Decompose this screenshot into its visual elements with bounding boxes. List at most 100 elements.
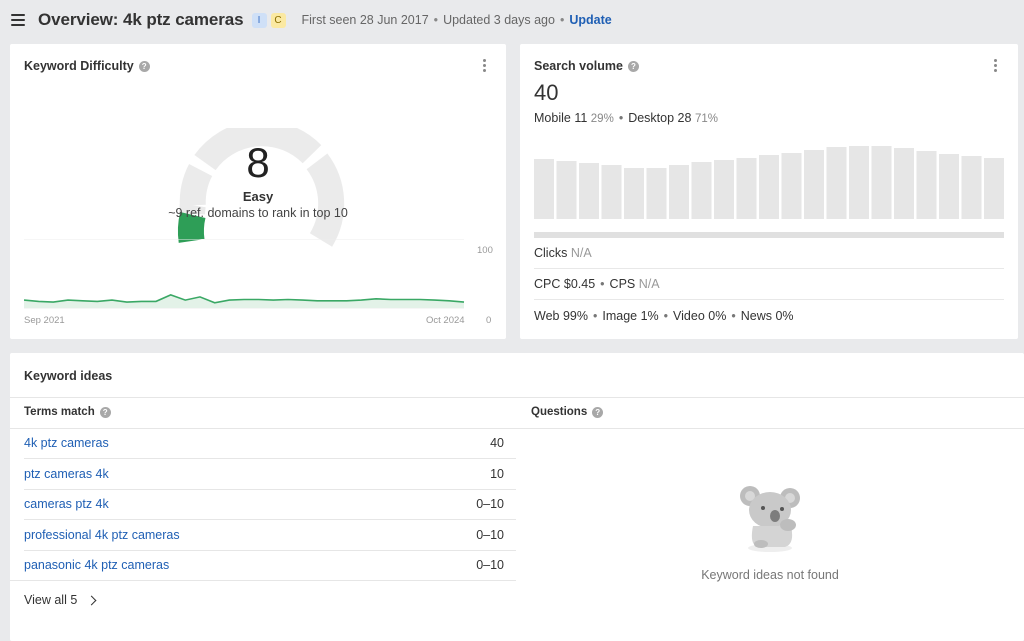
sv-bar[interactable] — [759, 155, 779, 219]
divider — [10, 580, 516, 581]
help-icon[interactable]: ? — [592, 406, 604, 418]
keyword-link[interactable]: cameras ptz 4k — [24, 497, 109, 511]
trend-start-label: Sep 2021 — [24, 315, 65, 326]
divider — [24, 489, 516, 490]
list-item: 4k ptz cameras 40 — [24, 428, 504, 458]
sv-bar[interactable] — [691, 162, 712, 219]
koala-illustration-icon — [740, 486, 800, 552]
cpc-value: CPC $0.45 — [534, 277, 596, 291]
sv-bar[interactable] — [736, 158, 757, 219]
keyword-link[interactable]: panasonic 4k ptz cameras — [24, 558, 170, 572]
ideas-card-title: Keyword ideas — [24, 369, 113, 383]
header-meta: First seen 28 Jun 2017 • Updated 3 days ag… — [301, 13, 612, 27]
list-item: cameras ptz 4k 0–10 — [24, 489, 504, 519]
sv-bar[interactable] — [601, 165, 622, 219]
sv-bar[interactable] — [714, 160, 734, 219]
serp-features-row: Web 99% • Image 1% • Video 0% • News 0% — [534, 309, 794, 323]
sv-bar[interactable] — [961, 156, 982, 219]
clicks-label: Clicks — [534, 246, 568, 260]
keyword-volume: 0–10 — [476, 558, 504, 572]
trend-line — [24, 294, 465, 304]
trend-end-label: Oct 2024 — [426, 315, 465, 326]
sv-bar[interactable] — [781, 153, 802, 219]
keyword-volume: 40 — [490, 436, 504, 450]
mobile-value: 11 — [574, 111, 588, 125]
terms-match-header: Terms match ? — [24, 406, 111, 418]
keyword-volume: 10 — [490, 467, 504, 481]
clicks-row: Clicks N/A — [534, 246, 1004, 260]
divider — [10, 428, 1024, 429]
list-item: professional 4k ptz cameras 0–10 — [24, 520, 504, 550]
sv-bar[interactable] — [984, 158, 1004, 219]
sv-bar[interactable] — [826, 147, 847, 219]
image-share: Image 1% — [602, 309, 659, 323]
chevron-right-icon — [86, 595, 97, 605]
sv-bar[interactable] — [894, 148, 914, 219]
keyword-volume: 0–10 — [476, 528, 504, 542]
sv-bar[interactable] — [939, 154, 959, 219]
help-icon[interactable]: ? — [99, 406, 111, 418]
sv-history-chart — [534, 146, 1004, 219]
news-share: News 0% — [740, 309, 794, 323]
divider — [534, 268, 1004, 269]
kd-title-text: Keyword Difficulty — [24, 59, 134, 73]
sv-bar[interactable] — [804, 150, 824, 219]
list-item: panasonic 4k ptz cameras 0–10 — [24, 550, 504, 580]
divider — [10, 397, 1024, 398]
divider — [24, 550, 516, 551]
terms-match-title: Terms match — [24, 406, 95, 418]
gauge-segment-1 — [179, 164, 213, 206]
web-share: Web 99% — [534, 309, 588, 323]
cps-value: N/A — [638, 277, 660, 291]
sv-bar[interactable] — [871, 146, 892, 219]
view-all-button[interactable]: View all 5 — [24, 593, 97, 607]
sv-bar[interactable] — [669, 165, 689, 219]
sv-total: 40 — [534, 80, 559, 105]
sv-card-title: Search volume ? — [534, 59, 639, 73]
hamburger-menu-icon[interactable] — [11, 14, 25, 26]
updated-text: Updated 3 days ago — [443, 13, 555, 27]
mobile-pct: 29% — [590, 113, 614, 125]
mobile-label: Mobile — [534, 111, 571, 125]
sv-device-split: Mobile 11 29% • Desktop 28 71% — [534, 111, 718, 125]
cpc-row: CPC $0.45 • CPS N/A — [534, 277, 660, 291]
desktop-pct: 71% — [694, 113, 718, 125]
desktop-label: Desktop — [628, 111, 675, 125]
keyword-link[interactable]: professional 4k ptz cameras — [24, 528, 180, 542]
sv-bar[interactable] — [646, 168, 667, 219]
sv-timeline-bar[interactable] — [534, 232, 1004, 238]
sv-bar[interactable] — [624, 168, 644, 219]
sv-bar[interactable] — [579, 163, 599, 219]
help-icon[interactable]: ? — [138, 60, 150, 72]
search-volume-card: Search volume ? 40 Mobile 11 29% • Desktop… — [520, 44, 1018, 339]
keyword-link[interactable]: ptz cameras 4k — [24, 467, 109, 481]
kd-score: 8 — [246, 139, 270, 186]
kd-trend-chart — [24, 239, 465, 309]
sv-bar[interactable] — [534, 159, 554, 219]
sv-more-options-icon[interactable] — [994, 59, 998, 72]
first-seen-text: First seen 28 Jun 2017 — [301, 13, 429, 27]
page-header: Overview: 4k ptz cameras I C First seen … — [0, 0, 1024, 40]
trend-y-min-label: 0 — [486, 315, 492, 326]
keyword-link[interactable]: 4k ptz cameras — [24, 436, 109, 450]
intent-badge-informational: I — [251, 12, 267, 28]
kd-more-options-icon[interactable] — [483, 59, 487, 72]
help-icon[interactable]: ? — [627, 60, 639, 72]
sv-bar[interactable] — [849, 146, 869, 219]
video-share: Video 0% — [673, 309, 727, 323]
trend-y-max-label: 100 — [477, 245, 493, 256]
sv-bar[interactable] — [556, 161, 577, 219]
sv-bar[interactable] — [916, 151, 937, 219]
gauge-fill — [179, 203, 206, 215]
sv-title-text: Search volume — [534, 59, 623, 73]
kd-gauge — [177, 128, 345, 247]
gauge-segment-2 — [194, 128, 322, 171]
gauge-segment-3 — [306, 153, 345, 247]
divider — [24, 458, 516, 459]
kd-card-title: Keyword Difficulty ? — [24, 59, 150, 73]
cps-label: CPS — [609, 277, 636, 291]
keyword-volume: 0–10 — [476, 497, 504, 511]
update-link[interactable]: Update — [569, 13, 612, 27]
kd-ref-domains-text: ~9 ref. domains to rank in top 10 — [168, 206, 348, 220]
page-title: Overview: 4k ptz cameras — [38, 10, 244, 29]
